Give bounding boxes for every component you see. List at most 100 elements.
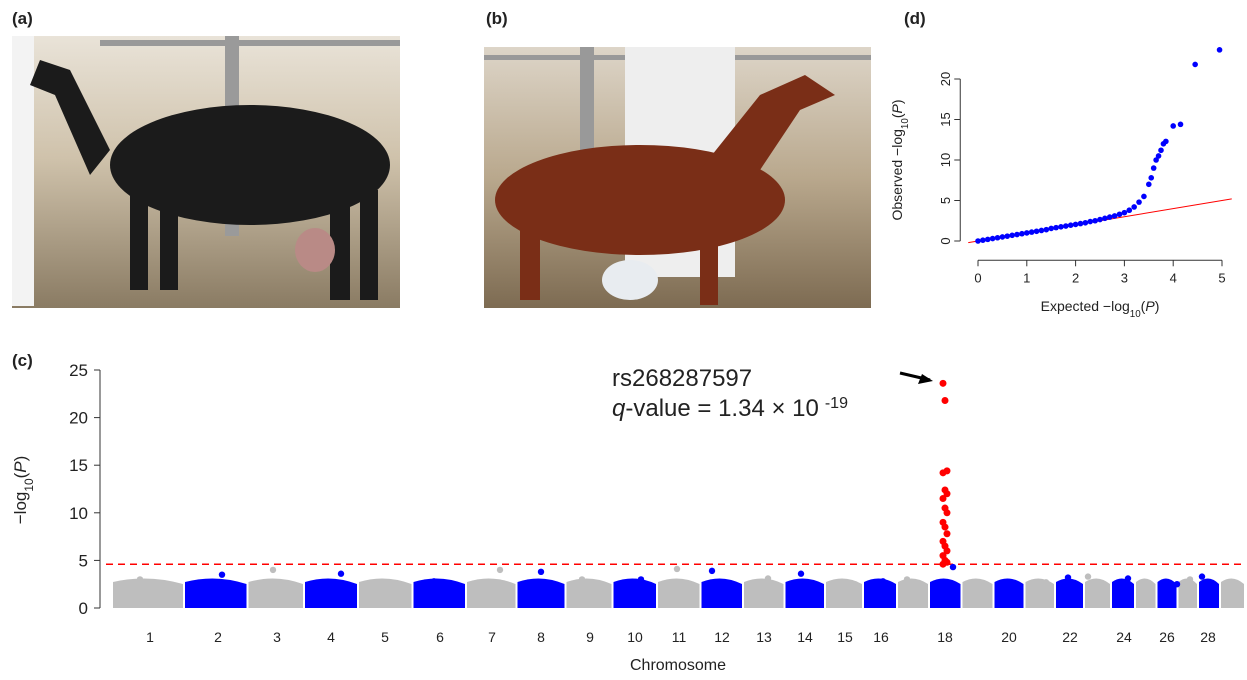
qq-point [1107,214,1113,220]
snp-point [880,578,886,584]
qq-point [1192,62,1198,68]
qq-point [995,235,1001,241]
snp-band [864,578,896,608]
significant-snp [940,380,947,387]
qq-point [1034,228,1040,234]
qq-point [1029,229,1035,235]
qq-point [1146,182,1152,188]
x-tick-label: 3 [1121,270,1128,285]
x-tick-label: 7 [488,629,496,645]
y-tick-label: 20 [69,409,88,428]
snp-band [1085,578,1110,608]
snp-point [1125,575,1131,581]
qq-point [975,238,981,244]
q-text: -value = 1.34 × 10 [625,395,818,422]
x-tick-label: 4 [1170,270,1177,285]
snp-point [1085,573,1091,579]
significant-snp [940,469,947,476]
significant-snp [944,530,951,537]
snp-point [538,569,544,575]
snp-point [852,581,858,587]
x-tick-label: 6 [436,629,444,645]
qq-point [1019,231,1025,237]
snp-point [1043,579,1049,585]
label-close: ) [889,99,905,104]
qq-point [1058,224,1064,230]
qq-point [1122,210,1128,216]
label-close: ) [1155,298,1160,314]
snp-band [567,578,612,608]
y-tick-label: 5 [79,551,88,570]
x-tick-label: 5 [1218,270,1225,285]
snp-band [185,578,247,608]
x-tick-label: 13 [756,629,772,645]
x-tick-label: 8 [537,629,545,645]
snp-point [1174,581,1180,587]
snp-band [898,578,928,608]
qq-point [1063,223,1069,229]
annotation-snp: rs268287597 [612,365,752,392]
qq-point [1141,194,1147,200]
snp-point [137,576,143,582]
snp-band [1158,578,1177,608]
x-tick-label: 2 [214,629,222,645]
snp-band [658,578,700,608]
snp-band [1056,578,1083,608]
snp-band [249,578,304,608]
snp-point [1139,583,1145,589]
qq-point [1044,227,1050,233]
x-tick-label: 9 [586,629,594,645]
snp-point [1199,573,1205,579]
qq-point [1000,234,1006,240]
x-tick-label: 15 [837,629,853,645]
label-sub: 10 [1130,309,1141,320]
panel-label: (b) [486,9,508,28]
qq-point [1158,147,1164,153]
label-var: P [11,461,30,473]
x-tick-label: 4 [327,629,335,645]
qq-point [1087,219,1093,225]
q-exponent: -19 [825,395,848,412]
snp-point [338,571,344,577]
qq-point [1004,233,1010,239]
qq-point [1092,218,1098,224]
label-main: −log [11,492,30,525]
x-tick-label: 12 [714,629,730,645]
snp-band [414,578,466,608]
x-tick-label: 14 [797,629,813,645]
snp-point [674,566,680,572]
x-tick-label: 22 [1062,629,1078,645]
qq-point [1170,123,1176,129]
snp-band [744,578,784,608]
y-tick-label: 10 [938,153,953,167]
label-sub: 10 [900,118,911,129]
snp-band [786,578,825,608]
snp-band [1179,578,1198,608]
axis-label: Expected −log10(P) [1041,298,1160,320]
snp-band [930,578,961,608]
x-tick-label: 16 [873,629,889,645]
x-tick-label: 3 [273,629,281,645]
snp-band [467,578,516,608]
qq-point [1068,222,1074,228]
snp-point [765,575,771,581]
significant-snp [940,561,947,568]
snp-point [638,576,644,582]
axis-label: Observed −log10(P) [889,99,911,220]
qq-point [1083,220,1089,226]
y-tick-label: 25 [69,361,88,380]
x-tick-label: 1 [146,629,154,645]
y-tick-label: 0 [79,599,88,618]
qq-point [980,237,986,243]
y-tick-label: 0 [938,237,953,244]
x-tick-label: 26 [1159,629,1175,645]
axis-label: −log10(P) [11,456,36,525]
qq-point [1148,175,1154,181]
x-tick-label: 20 [1001,629,1017,645]
snp-band [305,578,357,608]
snp-point [998,582,1004,588]
x-tick-label: 2 [1072,270,1079,285]
panel-label: (d) [904,9,926,28]
label-sub: 10 [22,478,36,492]
